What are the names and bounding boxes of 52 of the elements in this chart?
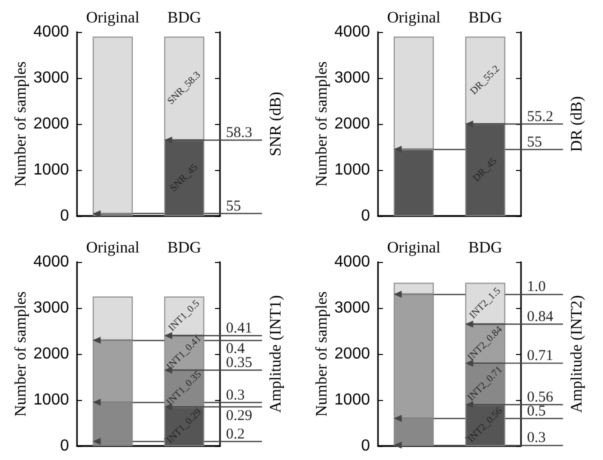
y-tick-label: 4000 xyxy=(33,254,70,270)
text: 55 xyxy=(226,198,241,215)
y-tick-label: 1000 xyxy=(334,162,370,178)
annotation: 0.41 xyxy=(226,320,252,337)
y2-axis-title: Amplitude (INT2) xyxy=(568,295,586,413)
y2-axis-title: SNR (dB) xyxy=(268,92,284,156)
y-axis-title: Number of samples xyxy=(12,61,30,187)
annotation: 0.71 xyxy=(527,348,554,364)
text: 55 xyxy=(527,134,542,150)
y-tick-label: 1000 xyxy=(33,392,70,408)
y-tick-label: 0 xyxy=(361,208,370,224)
y-axis-title: Number of samples xyxy=(314,61,330,187)
y-tick-label: 4000 xyxy=(334,24,370,40)
annotation: 0.56 xyxy=(527,390,554,406)
x-tick-label: Original xyxy=(86,10,140,26)
y-tick-label: 1000 xyxy=(33,162,70,178)
y-tick-label: 2000 xyxy=(334,116,370,132)
x-tick-label: BDG xyxy=(167,240,202,256)
annotation: 1.0 xyxy=(527,279,546,296)
y-axis-title: Number of samples xyxy=(12,291,30,417)
annotation: 0.5 xyxy=(527,403,546,420)
x-tick-label: BDG xyxy=(167,10,202,26)
y-axis-title: Number of samples xyxy=(314,291,330,417)
y-tick-label: 2000 xyxy=(33,116,70,132)
x-tick-label: Original xyxy=(387,10,441,26)
x-tick-label: BDG xyxy=(468,240,503,256)
y-tick-label: 3000 xyxy=(334,70,370,86)
annotation: 0.3 xyxy=(527,430,546,446)
annotation: 58.3 xyxy=(226,125,252,142)
annotation: 0.84 xyxy=(527,309,554,326)
y-tick-label: 0 xyxy=(361,438,370,454)
y-tick-label: 2000 xyxy=(33,346,70,362)
y-tick-label: 4000 xyxy=(334,254,370,270)
y2-axis-title: Amplitude (INT1) xyxy=(268,295,284,413)
y2-axis-title: DR (dB) xyxy=(568,96,586,152)
y-tick-label: 3000 xyxy=(33,300,70,316)
y-tick-label: 0 xyxy=(60,438,70,454)
x-tick-label: BDG xyxy=(468,10,503,26)
y-tick-label: 3000 xyxy=(33,70,70,86)
y-tick-label: 1000 xyxy=(334,392,370,408)
annotation: 55.2 xyxy=(527,109,554,125)
annotation: 0.2 xyxy=(226,426,245,442)
annotation: 0.29 xyxy=(226,408,252,424)
y-tick-label: 3000 xyxy=(334,300,370,316)
annotation: 0.4 xyxy=(226,341,246,358)
x-tick-label: Original xyxy=(387,240,441,256)
x-tick-label: Original xyxy=(86,240,140,256)
y-tick-label: 0 xyxy=(60,208,70,224)
annotation: 0.3 xyxy=(226,387,245,404)
y-tick-label: 2000 xyxy=(334,346,370,362)
annotation: 0.35 xyxy=(226,355,252,372)
y-tick-label: 4000 xyxy=(33,24,70,40)
